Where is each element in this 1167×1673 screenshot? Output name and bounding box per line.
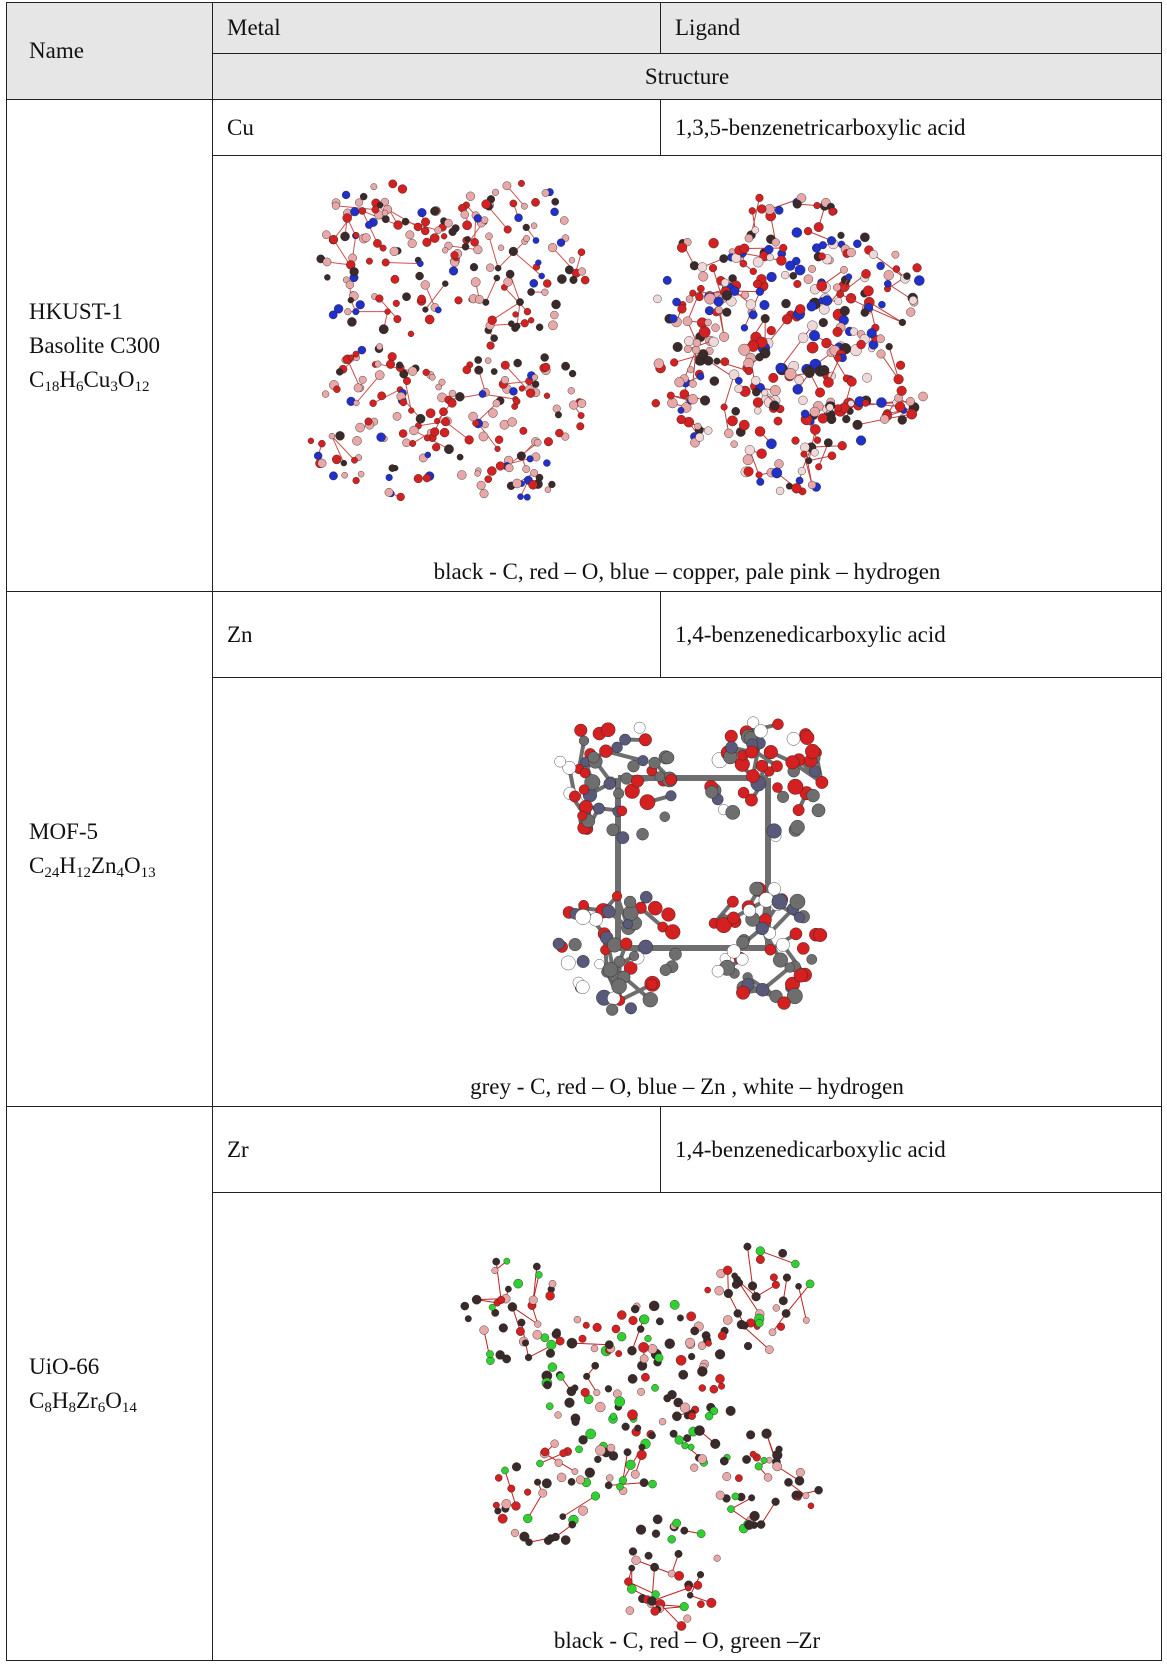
uio-66-framework [460,1242,823,1631]
row-hkust-1: HKUST-1 Basolite C300 C18H6Cu3O12 Cu 1,3… [6,99,1162,592]
formula: C24H12Zn4O13 [29,853,156,881]
hkust-1-framework-view-a [307,179,590,502]
metal-zn: Zn [212,591,661,678]
name-line1: MOF-5 [29,819,99,844]
formula: C18H6Cu3O12 [29,366,150,395]
name-line1: UiO-66 [29,1353,100,1379]
legend-uio-66: black - C, red – O, green –Zr [553,1628,821,1653]
row-uio-66: UiO-66 C8H8Zr6O14 Zr 1,4-benzenedicarbox… [6,1106,1162,1661]
structure-mof-5: grey - C, red – O, blue – Zn , white – h… [212,677,1162,1107]
name-line2: Basolite C300 [29,332,160,358]
mof-5-framework [552,716,829,1016]
structure-row-uio-66: black - C, red – O, green –Zr [7,1192,1162,1661]
structure-row-hkust-1: black - C, red – O, blue – copper, pale … [7,155,1162,592]
header-ligand: Ligand [660,2,1162,54]
header-row-2: Structure [7,53,1162,100]
ligand-uio-66: 1,4-benzenedicarboxylic acid [660,1106,1162,1193]
formula: C8H8Zr6O14 [29,1387,137,1416]
legend-hkust-1: black - C, red – O, blue – copper, pale … [433,559,941,584]
structure-hkust-1: black - C, red – O, blue – copper, pale … [212,155,1162,592]
mof-table: Name Metal Ligand Structure HKUST-1 Baso… [6,2,1162,1661]
hkust-1-framework-view-b [651,193,928,496]
header-row-1: Name Metal Ligand [6,2,1162,100]
uio-66-structure-figure [460,1242,823,1631]
header-metal: Metal [212,2,661,54]
name-mof-5: MOF-5 C24H12Zn4O13 [6,591,213,1107]
name-line1: HKUST-1 [29,298,123,324]
hkust-1-structure-figure [307,179,928,502]
mof-5-structure-figure [552,716,829,1016]
name-uio-66: UiO-66 C8H8Zr6O14 [6,1106,213,1661]
name-hkust-1: HKUST-1 Basolite C300 C18H6Cu3O12 [6,99,213,592]
structure-uio-66: black - C, red – O, green –Zr [212,1192,1162,1661]
header-name: Name [6,2,213,100]
structure-row-mof-5: grey - C, red – O, blue – Zn , white – h… [7,677,1162,1107]
metal-cu: Cu [212,99,661,156]
ligand-hkust-1: 1,3,5-benzenetricarboxylic acid [660,99,1162,156]
row-mof-5: MOF-5 C24H12Zn4O13 Zn 1,4-benzenedicarbo… [6,591,1162,1107]
ligand-mof-5: 1,4-benzenedicarboxylic acid [660,591,1162,678]
header-structure: Structure [212,53,1162,100]
legend-mof-5: grey - C, red – O, blue – Zn , white – h… [470,1074,904,1099]
metal-zr: Zr [212,1106,661,1193]
